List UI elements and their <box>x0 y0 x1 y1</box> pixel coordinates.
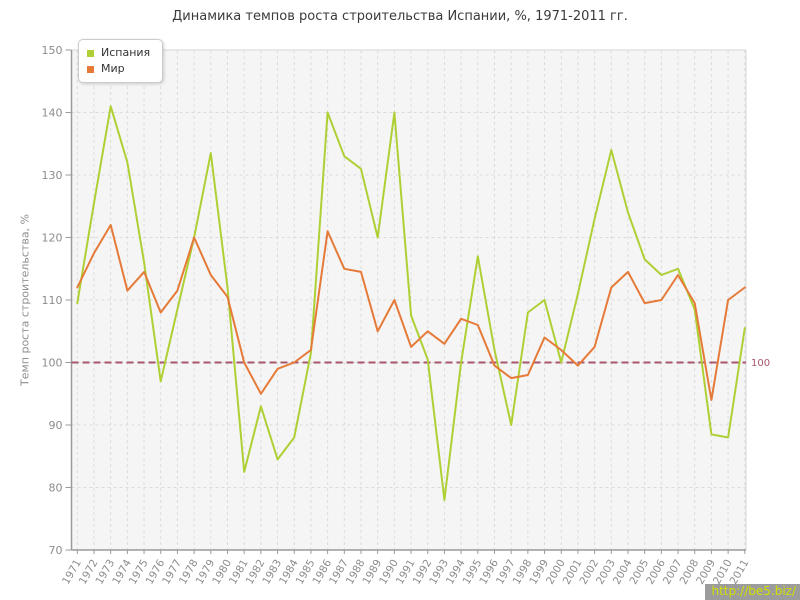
chart-title: Динамика темпов роста строительства Испа… <box>172 9 628 24</box>
y-tick-label: 80 <box>49 482 63 495</box>
y-tick-label: 90 <box>49 419 63 432</box>
y-tick-label: 150 <box>42 44 63 57</box>
legend-item-world: Мир <box>87 61 150 77</box>
watermark-link[interactable]: http://be5.biz/ <box>705 584 800 600</box>
series-line-world <box>76 224 746 401</box>
y-tick-label: 120 <box>42 232 63 245</box>
y-tick-label: 130 <box>42 169 63 182</box>
legend: Испания Мир <box>78 39 164 83</box>
y-tick-label: 110 <box>42 294 63 307</box>
legend-label-spain: Испания <box>101 46 151 59</box>
y-tick-label: 100 <box>42 357 63 370</box>
legend-item-spain: Испания <box>87 45 150 61</box>
reference-line-label: 100 <box>751 358 770 369</box>
legend-label-world: Мир <box>101 62 125 75</box>
y-tick-label: 140 <box>42 107 63 120</box>
series-line-spain <box>76 105 746 501</box>
legend-swatch-world <box>87 65 94 73</box>
y-tick-label: 70 <box>49 544 63 557</box>
legend-swatch-spain <box>87 49 94 57</box>
